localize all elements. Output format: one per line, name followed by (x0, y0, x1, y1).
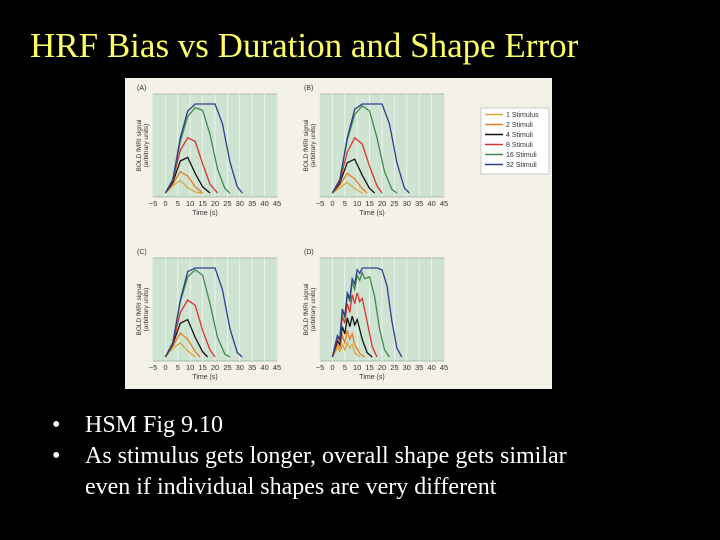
x-axis-label: Time (s) (192, 210, 217, 217)
x-tick-label: −5 (149, 363, 158, 372)
x-tick-label: 25 (223, 363, 231, 372)
x-tick-label: 30 (403, 199, 411, 208)
x-tick-label: 5 (176, 363, 180, 372)
x-tick-label: 45 (273, 363, 281, 372)
x-tick-label: 5 (343, 199, 347, 208)
x-tick-label: 10 (353, 363, 361, 372)
bullet-item: • As stimulus gets longer, overall shape… (52, 441, 567, 472)
x-tick-label: 35 (415, 199, 423, 208)
y-axis-label: BOLD fMRI signal (303, 283, 310, 336)
bullet-continuation: even if individual shapes are very diffe… (85, 474, 497, 500)
x-tick-label: 5 (176, 199, 180, 208)
series-line (164, 170, 204, 194)
legend-entry: 8 Stimuli (506, 142, 533, 149)
x-axis-label: Time (s) (192, 374, 217, 381)
panel-label: (B) (304, 85, 313, 92)
series-line (164, 103, 243, 194)
x-tick-label: 40 (427, 199, 435, 208)
x-axis-label: Time (s) (359, 210, 384, 217)
x-tick-label: 0 (163, 199, 167, 208)
y-axis-label: BOLD fMRI signal (136, 283, 143, 336)
figure-image: (A) −5 0 5 10 15 20 25 30 35 40 45 Time (s) BOLD fMRI… (125, 78, 552, 389)
legend: 1 Stimulus 2 Stimuli 4 Stimuli 8 Stimuli 16 … (480, 107, 550, 175)
slide-title: HRF Bias vs Duration and Shape Error (30, 26, 579, 65)
y-axis-label: BOLD fMRI signal (303, 119, 310, 172)
x-tick-label: 40 (260, 199, 268, 208)
series-line (164, 331, 201, 358)
x-tick-label: 15 (198, 363, 206, 372)
legend-entry: 1 Stimulus (506, 112, 539, 119)
y-axis-label-units: (arbitrary units) (310, 288, 317, 332)
x-tick-label: 0 (330, 199, 334, 208)
series-line (164, 267, 243, 358)
x-tick-label: 35 (248, 363, 256, 372)
x-tick-label: −5 (316, 363, 325, 372)
panel-label: (A) (137, 85, 146, 92)
x-tick-label: 0 (163, 363, 167, 372)
legend-entry: 2 Stimuli (506, 122, 533, 129)
legend-entry: 32 Stimuli (506, 162, 537, 169)
x-tick-label: 45 (273, 199, 281, 208)
series-line (331, 315, 373, 358)
bullet-dot: • (52, 412, 61, 438)
bullet-item: • HSM Fig 9.10 (52, 410, 567, 441)
chart-panel: (B) −5 0 5 10 15 20 25 30 35 40 45 Time (s) BOLD fMRI… (303, 85, 448, 217)
x-tick-label: −5 (316, 199, 325, 208)
series-line (164, 341, 196, 358)
x-tick-label: 20 (378, 363, 386, 372)
x-tick-label: 25 (223, 199, 231, 208)
x-tick-label: −5 (149, 199, 158, 208)
series-line (331, 103, 410, 194)
x-tick-label: 40 (260, 363, 268, 372)
x-tick-label: 25 (390, 199, 398, 208)
x-tick-label: 15 (198, 199, 206, 208)
x-tick-label: 30 (236, 363, 244, 372)
y-axis-label: BOLD fMRI signal (136, 119, 143, 172)
x-tick-label: 0 (330, 363, 334, 372)
x-tick-label: 35 (415, 363, 423, 372)
series-line (331, 330, 365, 358)
x-tick-label: 15 (365, 363, 373, 372)
bullet-text: As stimulus gets longer, overall shape g… (85, 443, 567, 469)
panel-label: (D) (304, 249, 314, 256)
x-tick-label: 20 (378, 199, 386, 208)
series-line (332, 181, 363, 194)
chart-panel: (A) −5 0 5 10 15 20 25 30 35 40 45 Time (s) BOLD fMRI… (136, 85, 281, 217)
bullet-text: HSM Fig 9.10 (85, 412, 224, 438)
series-line (331, 341, 361, 358)
x-tick-label: 30 (236, 199, 244, 208)
x-tick-label: 15 (365, 199, 373, 208)
series-line (331, 172, 368, 194)
x-tick-label: 5 (343, 363, 347, 372)
legend-box (480, 107, 550, 175)
y-axis-label-units: (arbitrary units) (143, 288, 150, 332)
series-line (331, 158, 376, 194)
legend-entry: 4 Stimuli (506, 132, 533, 139)
series-line (164, 156, 211, 194)
x-tick-label: 20 (211, 199, 219, 208)
panel-label: (C) (137, 249, 147, 256)
series-line (164, 179, 203, 194)
x-tick-label: 10 (353, 199, 361, 208)
x-tick-label: 45 (440, 199, 448, 208)
x-tick-label: 35 (248, 199, 256, 208)
x-tick-label: 10 (186, 199, 194, 208)
bullet-dot: • (52, 443, 61, 469)
bullet-list: • HSM Fig 9.10 • As stimulus gets longer… (52, 410, 567, 503)
x-tick-label: 25 (390, 363, 398, 372)
chart-panel: (D) −5 0 5 10 15 20 25 30 35 40 45 Time (s) BOLD fMRI… (303, 249, 448, 381)
x-tick-label: 45 (440, 363, 448, 372)
legend-entry: 16 Stimuli (506, 152, 537, 159)
series-line (331, 267, 403, 358)
y-axis-label-units: (arbitrary units) (310, 124, 317, 168)
x-tick-label: 40 (427, 363, 435, 372)
x-tick-label: 30 (403, 363, 411, 372)
x-tick-label: 20 (211, 363, 219, 372)
y-axis-label-units: (arbitrary units) (143, 124, 150, 168)
chart-panel: (C) −5 0 5 10 15 20 25 30 35 40 45 Time (s) BOLD fMRI… (136, 249, 281, 381)
x-axis-label: Time (s) (359, 374, 384, 381)
x-tick-label: 10 (186, 363, 194, 372)
